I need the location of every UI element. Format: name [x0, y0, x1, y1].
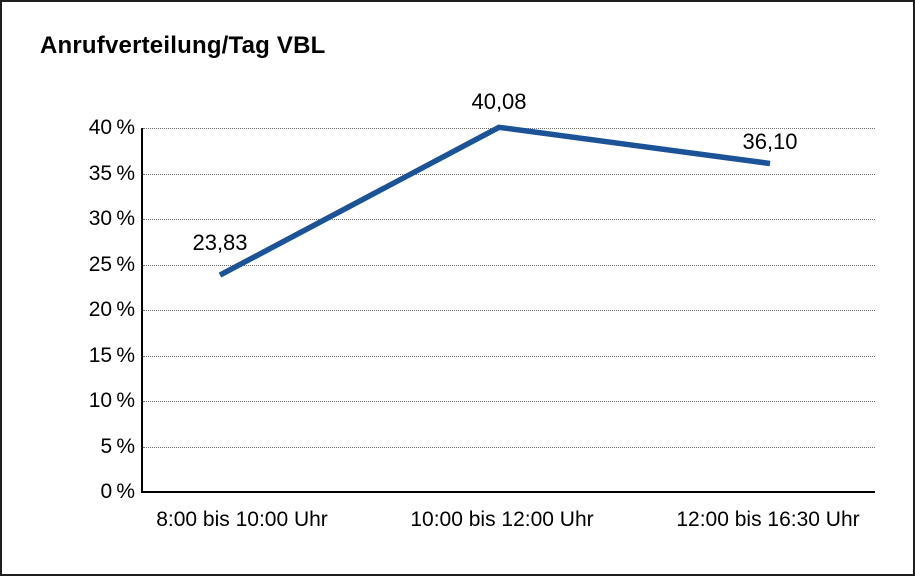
x-tick-label: 8:00 bis 10:00 Uhr — [156, 508, 328, 531]
y-tick-label: 10 % — [88, 389, 135, 412]
y-tick-label: 15 % — [88, 344, 135, 367]
y-tick-label: 30 % — [88, 207, 135, 230]
gridline — [143, 447, 875, 448]
y-tick-label: 5 % — [100, 435, 135, 458]
y-tick-label: 40 % — [88, 116, 135, 139]
gridline — [143, 401, 875, 402]
x-tick-label: 10:00 bis 12:00 Uhr — [410, 508, 594, 531]
x-axis-baseline — [141, 491, 875, 493]
y-axis-line — [141, 128, 143, 493]
chart-title: Anrufverteilung/Tag VBL — [40, 32, 326, 59]
gridline — [143, 265, 875, 266]
gridline — [143, 310, 875, 311]
y-tick-label: 35 % — [88, 162, 135, 185]
data-point-label: 36,10 — [742, 129, 798, 154]
data-point-label: 40,08 — [471, 89, 527, 114]
gridline — [143, 219, 875, 220]
y-tick-label: 0 % — [100, 480, 135, 503]
gridline — [143, 356, 875, 357]
x-tick-label: 12:00 bis 16:30 Uhr — [676, 508, 860, 531]
series-line — [218, 124, 771, 278]
gridline — [143, 174, 875, 175]
y-tick-label: 20 % — [88, 298, 135, 321]
y-tick-label: 25 % — [88, 253, 135, 276]
data-point-label: 23,83 — [192, 230, 248, 255]
